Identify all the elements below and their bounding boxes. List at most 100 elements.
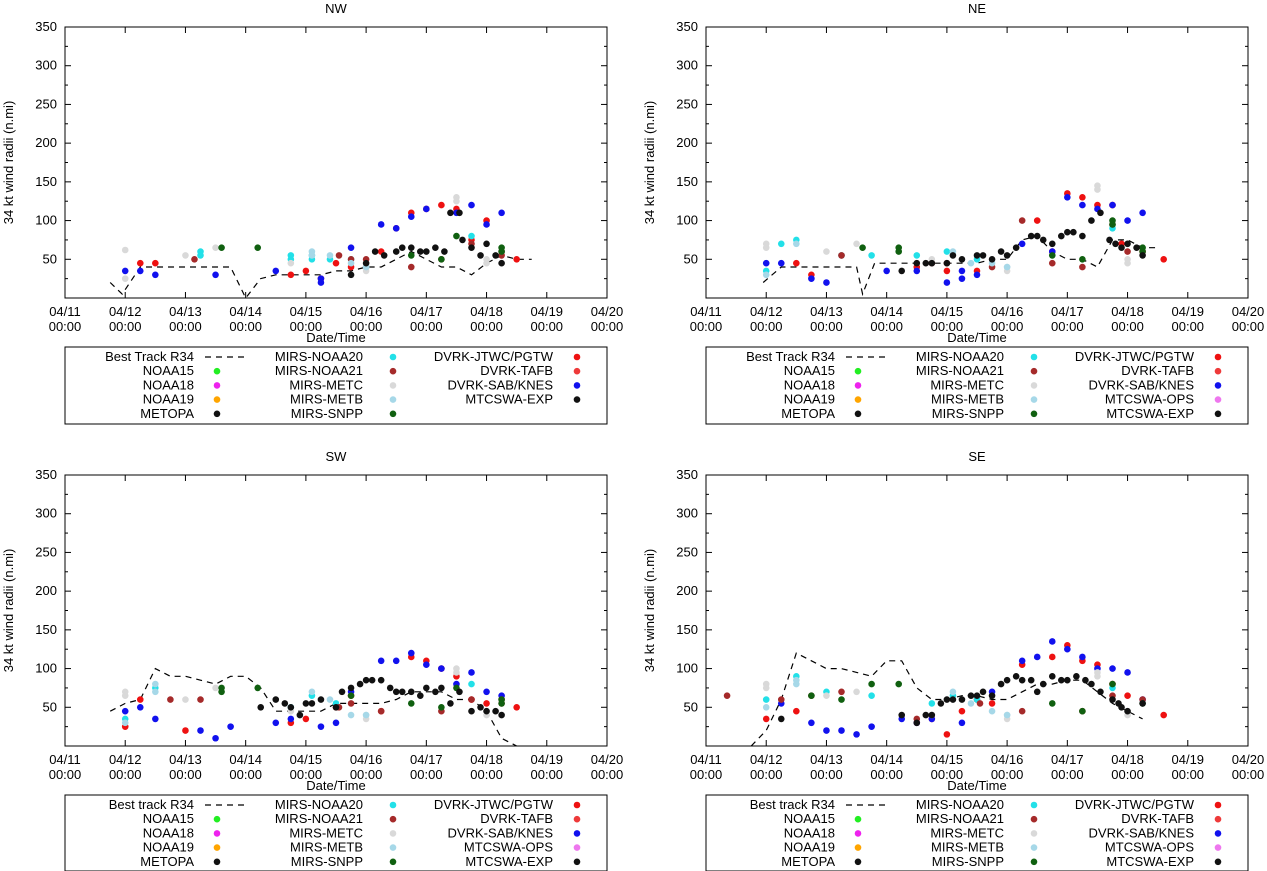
point-mtcswa-exp — [898, 267, 906, 275]
legend-dot-swatch — [213, 815, 221, 823]
plot-frame — [64, 26, 608, 299]
point-mirs-metc — [287, 259, 295, 267]
point-mtcswa-exp — [498, 259, 505, 267]
point-mtcswa-exp — [362, 676, 370, 684]
x-tick-date: 04/18 — [1111, 752, 1144, 767]
legend-label: MIRS-SNPP — [932, 406, 1004, 421]
point-dvrk-sab-knes — [121, 267, 129, 275]
legend-label: MIRS-NOAA21 — [916, 363, 1004, 378]
y-tick-label: 150 — [676, 174, 698, 189]
x-tick-time: 00:00 — [49, 767, 82, 782]
point-dvrk-jtwc-pgtw — [1033, 217, 1041, 224]
point-mtcswa-exp — [447, 209, 454, 217]
point-mirs-snpp — [1109, 680, 1116, 688]
point-dvrk-sab-knes — [808, 275, 815, 282]
legend-dot-swatch — [389, 844, 397, 851]
point-mtcswa-exp — [483, 707, 490, 715]
point-dvrk-sab-knes — [317, 723, 325, 730]
legend-dot-swatch — [1214, 396, 1222, 403]
y-tick-label: 100 — [676, 661, 698, 676]
y-tick-label: 50 — [684, 251, 698, 266]
point-mirs-snpp — [1048, 252, 1056, 259]
point-mirs-metb — [152, 688, 159, 696]
legend-frame — [64, 346, 608, 425]
point-mirs-metb — [152, 680, 159, 688]
legend-dot-swatch — [389, 367, 397, 375]
point-mtcswa-exp — [997, 680, 1005, 688]
point-mirs-snpp — [1079, 707, 1086, 715]
point-dvrk-sab-knes — [1124, 217, 1131, 224]
point-dvrk-sab-knes — [121, 707, 129, 715]
plot-frame — [64, 474, 608, 747]
legend-label: DVRK-JTWC/PGTW — [434, 797, 554, 812]
legend-dot-swatch — [573, 396, 581, 403]
point-mirs-noaa21 — [377, 707, 385, 715]
point-mtcswa-exp — [1082, 676, 1089, 684]
point-mtcswa-exp — [272, 696, 280, 703]
x-tick-date: 04/14 — [229, 752, 262, 767]
point-mirs-snpp — [407, 252, 415, 259]
point-mirs-noaa21 — [976, 700, 984, 707]
x-tick-time: 00:00 — [290, 319, 323, 334]
point-mtcswa-exp — [1097, 688, 1104, 696]
legend-dot-swatch — [213, 367, 221, 375]
y-tick-label: 350 — [35, 467, 57, 482]
point-mtcswa-exp — [1018, 676, 1026, 684]
legend-label: DVRK-TAFB — [480, 811, 553, 826]
x-tick-time: 00:00 — [1111, 767, 1144, 782]
y-tick-label: 350 — [676, 467, 698, 482]
point-mtcswa-exp — [1039, 680, 1047, 688]
point-mtcswa-exp — [1027, 676, 1035, 684]
legend-label: MTCSWA-EXP — [1106, 406, 1194, 421]
point-dvrk-jtwc-pgtw — [958, 707, 966, 715]
point-mtcswa-exp — [1112, 240, 1119, 248]
point-dvrk-sab-knes — [1079, 201, 1086, 209]
x-tick-time: 00:00 — [591, 767, 624, 782]
point-mirs-metb — [121, 719, 129, 727]
point-mirs-snpp — [453, 232, 460, 240]
x-tick-time: 00:00 — [1172, 319, 1205, 334]
point-mtcswa-exp — [1073, 673, 1080, 680]
chart-title: SE — [968, 449, 986, 464]
point-mtcswa-exp — [1058, 676, 1065, 684]
y-tick-label: 150 — [35, 174, 57, 189]
plot-frame — [705, 474, 1249, 747]
point-dvrk-sab-knes — [197, 727, 204, 734]
legend-label: MIRS-SNPP — [291, 854, 363, 869]
point-mirs-metc — [823, 248, 830, 255]
point-dvrk-sab-knes — [1064, 645, 1071, 653]
point-mtcswa-exp — [1064, 676, 1071, 684]
point-dvrk-jtwc-pgtw — [182, 727, 189, 734]
point-dvrk-sab-knes — [317, 279, 325, 286]
point-dvrk-jtwc-pgtw — [136, 696, 144, 703]
legend-dot-swatch — [1030, 830, 1038, 837]
x-tick-time: 00:00 — [350, 767, 383, 782]
point-dvrk-sab-knes — [883, 267, 890, 275]
y-tick-label: 300 — [676, 58, 698, 73]
x-tick-date: 04/16 — [350, 304, 383, 319]
x-tick-time: 00:00 — [1111, 319, 1144, 334]
point-dvrk-sab-knes — [392, 657, 400, 665]
point-mtcswa-exp — [483, 240, 490, 248]
legend-dot-swatch — [389, 830, 397, 837]
point-mtcswa-exp — [392, 248, 400, 255]
legend-dot-swatch — [573, 815, 581, 823]
legend-frame — [705, 346, 1249, 425]
point-dvrk-sab-knes — [1079, 653, 1086, 661]
point-mirs-snpp — [808, 692, 815, 699]
point-mtcswa-exp — [441, 248, 448, 255]
point-mirs-snpp — [407, 700, 415, 707]
legend-dot-swatch — [1214, 858, 1222, 866]
legend-dot-swatch — [573, 858, 581, 866]
point-mtcswa-exp — [1139, 252, 1146, 259]
y-tick-label: 200 — [676, 583, 698, 598]
point-mtcswa-exp — [417, 248, 424, 255]
x-tick-date: 04/17 — [1051, 752, 1084, 767]
point-dvrk-sab-knes — [913, 267, 921, 275]
point-dvrk-sab-knes — [272, 267, 280, 275]
point-mtcswa-exp — [1088, 680, 1095, 688]
x-tick-date: 04/13 — [169, 752, 202, 767]
point-mirs-metc — [483, 259, 490, 267]
